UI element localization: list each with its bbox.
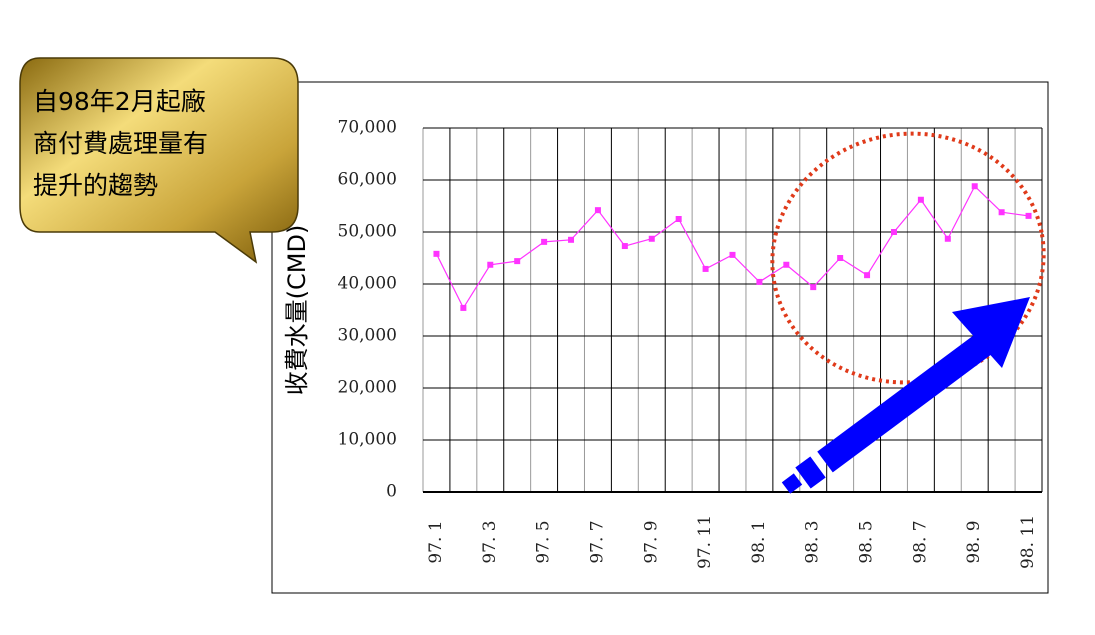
x-tick-label: 97. 1 [426, 520, 446, 563]
x-tick-label: 97. 7 [587, 520, 607, 563]
x-tick-label: 97. 3 [480, 520, 500, 563]
y-tick-label: 40,000 [338, 274, 397, 294]
data-point [971, 183, 978, 190]
y-tick-label: 20,000 [338, 378, 397, 398]
x-tick-label: 97. 5 [534, 520, 554, 563]
data-point [890, 229, 897, 235]
x-tick-label: 98. 3 [803, 520, 823, 563]
data-point [675, 216, 682, 222]
data-point [487, 261, 494, 268]
data-point [514, 258, 521, 265]
y-tick-label: 30,000 [338, 326, 397, 346]
data-point [756, 278, 763, 285]
data-point [1025, 212, 1032, 219]
y-axis-title: 收費水量(CMD) [283, 225, 311, 396]
data-point [837, 255, 844, 261]
data-point [621, 243, 628, 250]
data-point [594, 207, 601, 214]
y-tick-label: 70,000 [338, 118, 397, 138]
y-tick-label: 0 [386, 482, 397, 502]
y-tick-label: 10,000 [338, 430, 397, 450]
chart-frame [271, 81, 1049, 594]
data-point [783, 261, 790, 268]
trend-arrow [781, 297, 1030, 494]
callout-text: 提升的趨勢 [33, 171, 158, 200]
x-tick-label: 98. 7 [910, 520, 930, 563]
callout-bubble [19, 57, 299, 264]
data-point [702, 265, 709, 272]
data-point [433, 250, 440, 257]
callout-text: 自98年2月起廠 [33, 87, 206, 116]
data-point [864, 272, 871, 279]
data-point [568, 236, 575, 243]
callout-text: 商付費處理量有 [33, 129, 208, 158]
x-tick-label: 97. 9 [641, 520, 661, 563]
y-tick-label: 50,000 [338, 222, 397, 242]
data-point [729, 251, 736, 258]
data-point [460, 304, 467, 311]
data-point [648, 235, 655, 242]
data-point [998, 209, 1005, 216]
data-point [541, 238, 548, 245]
x-tick-label: 98. 1 [749, 520, 769, 563]
data-point [944, 235, 951, 242]
x-tick-label: 98. 5 [857, 520, 877, 563]
data-point [810, 284, 817, 291]
plot-area: 0 10,000 20,000 30,000 40,000 50,000 60,000 70,… [338, 118, 1043, 569]
x-tick-label: 97. 11 [695, 515, 715, 569]
x-tick-label: 98. 9 [964, 520, 984, 563]
data-point [917, 196, 924, 203]
y-tick-label: 60,000 [338, 170, 397, 190]
x-tick-label: 98. 11 [1018, 515, 1038, 569]
